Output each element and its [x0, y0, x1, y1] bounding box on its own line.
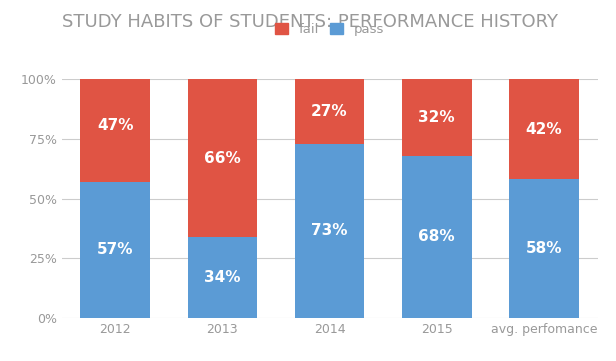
Legend: fail, pass: fail, pass	[271, 19, 388, 40]
Bar	[80, 70, 150, 182]
Text: 34%: 34%	[204, 270, 241, 285]
Bar	[509, 179, 579, 318]
Bar	[294, 144, 365, 318]
Text: 68%: 68%	[418, 229, 455, 244]
Bar	[402, 79, 472, 156]
Text: 27%: 27%	[311, 104, 348, 119]
Bar	[402, 156, 472, 318]
Text: 42%: 42%	[525, 122, 562, 137]
Text: 73%: 73%	[311, 223, 348, 238]
Text: 47%: 47%	[97, 118, 134, 133]
Bar	[80, 182, 150, 318]
Text: 66%: 66%	[204, 151, 241, 166]
Bar	[509, 79, 579, 179]
Text: STUDY HABITS OF STUDENTS: PERFORMANCE HISTORY: STUDY HABITS OF STUDENTS: PERFORMANCE HI…	[62, 13, 557, 31]
Text: 57%: 57%	[97, 242, 134, 257]
Text: 32%: 32%	[418, 110, 455, 125]
Bar	[187, 237, 257, 318]
Text: 58%: 58%	[525, 241, 562, 256]
Bar	[294, 79, 365, 144]
Bar	[187, 79, 257, 237]
